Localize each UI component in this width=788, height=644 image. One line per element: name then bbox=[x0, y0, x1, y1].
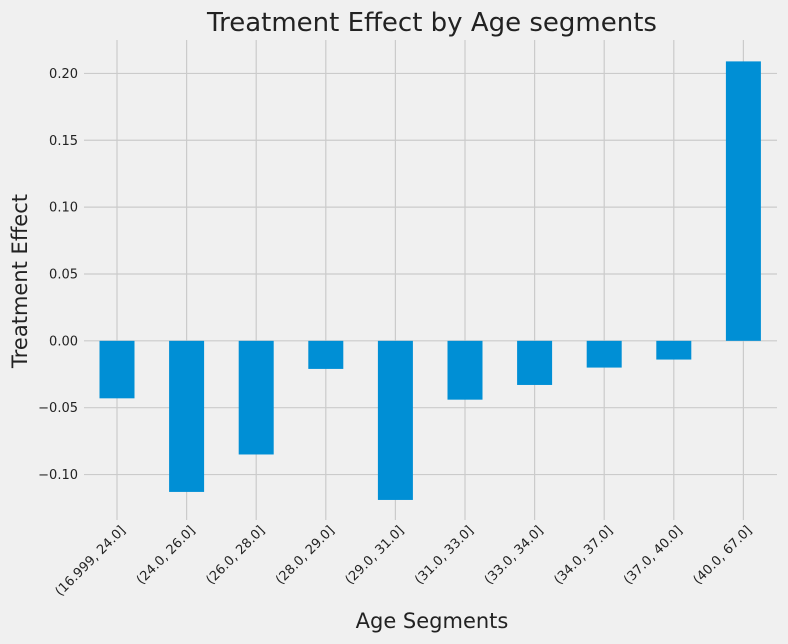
x-tick-label: (29.0, 31.0] bbox=[343, 523, 408, 588]
bar bbox=[308, 340, 344, 369]
x-tick-labels: (16.999, 24.0] (24.0, 26.0] (26.0, 28.0] (2… bbox=[53, 523, 756, 599]
bar bbox=[238, 340, 274, 455]
chart-title: Treatment Effect by Age segments bbox=[206, 8, 657, 38]
bar bbox=[447, 340, 483, 400]
x-tick-label: (26.0, 28.0] bbox=[203, 523, 268, 588]
y-axis-label: Treatment Effect bbox=[8, 194, 32, 369]
y-tick-label: 0.05 bbox=[49, 267, 78, 282]
grid-lines bbox=[84, 40, 777, 520]
bar bbox=[169, 340, 205, 492]
x-tick-label: (34.0, 37.0] bbox=[551, 523, 616, 588]
x-tick-label: (40.0, 67.0] bbox=[691, 523, 756, 588]
y-tick-label: −0.05 bbox=[38, 401, 78, 416]
bar bbox=[656, 340, 692, 360]
y-tick-label: 0.15 bbox=[49, 134, 78, 149]
y-tick-labels: −0.10 −0.05 0.00 0.05 0.10 0.15 0.20 bbox=[38, 67, 78, 483]
bar bbox=[377, 340, 413, 500]
bar bbox=[586, 340, 622, 368]
x-tick-label: (28.0, 29.0] bbox=[273, 523, 338, 588]
y-tick-label: 0.00 bbox=[49, 334, 78, 349]
x-tick-label: (16.999, 24.0] bbox=[53, 523, 129, 599]
x-tick-label: (37.0, 40.0] bbox=[621, 523, 686, 588]
bar bbox=[99, 340, 135, 399]
x-axis-label: Age Segments bbox=[356, 609, 509, 633]
bars bbox=[99, 61, 761, 500]
x-tick-label: (33.0, 34.0] bbox=[482, 523, 547, 588]
bar bbox=[725, 61, 761, 341]
x-tick-label: (31.0, 33.0] bbox=[412, 523, 477, 588]
y-tick-label: 0.10 bbox=[49, 201, 78, 216]
y-tick-label: 0.20 bbox=[49, 67, 78, 82]
bar bbox=[517, 340, 553, 385]
x-tick-label: (24.0, 26.0] bbox=[134, 523, 199, 588]
y-tick-label: −0.10 bbox=[38, 468, 78, 483]
